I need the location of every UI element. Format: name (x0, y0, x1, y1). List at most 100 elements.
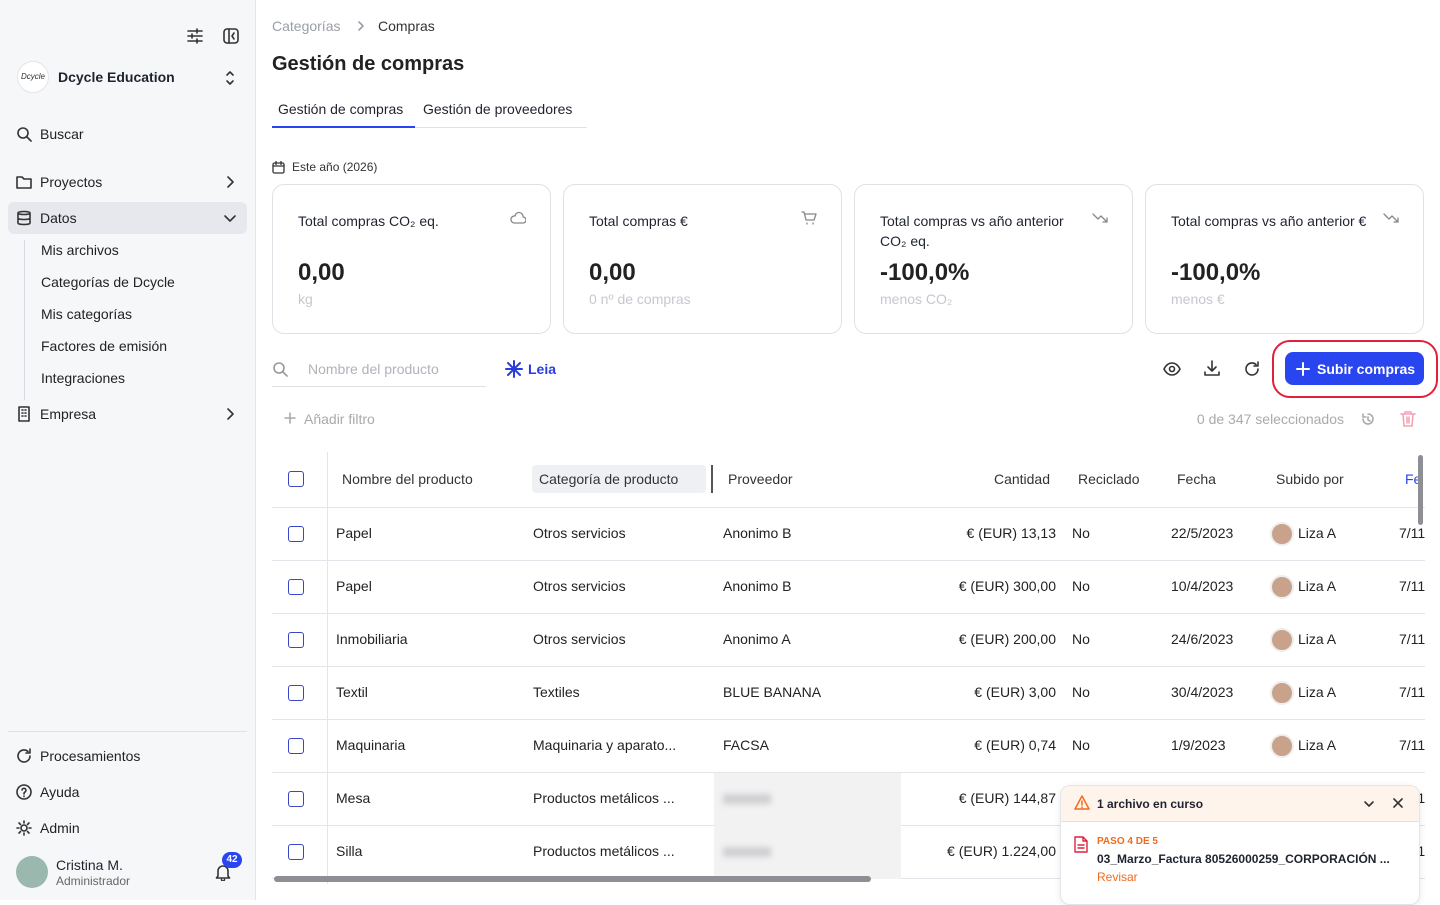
table-cell: 7/11 (1399, 737, 1425, 753)
checkbox[interactable] (288, 526, 304, 542)
resize-handle (711, 465, 713, 493)
checkbox[interactable] (288, 632, 304, 648)
kpi-value: 0,00 (298, 259, 345, 286)
brand-name[interactable]: Dcycle Education (58, 69, 175, 85)
search-link[interactable]: Buscar (40, 126, 84, 142)
table-cell: BLUE BANANA (723, 684, 822, 700)
table-cell: No (1072, 737, 1090, 753)
download-icon[interactable] (1204, 360, 1220, 377)
table-cell: Productos metálicos ... (533, 790, 675, 806)
nav-subitem[interactable]: Factores de emisión (41, 338, 168, 354)
kpi-title: Total compras vs año anterior € (1171, 213, 1367, 229)
nav-icon (16, 784, 32, 800)
nav-subitem[interactable]: Mis categorías (41, 306, 133, 322)
kpi-icon (1383, 213, 1399, 223)
search-input[interactable]: Nombre del producto (308, 361, 439, 377)
kpi-sub: 0 nº de compras (589, 291, 691, 307)
uploader-avatar (1270, 522, 1294, 546)
table-cell: 7/11 (1399, 684, 1425, 700)
calendar-icon (272, 161, 285, 174)
h-scrollbar[interactable] (274, 876, 871, 882)
column-header[interactable]: Cantidad (993, 471, 1050, 487)
row-border (272, 719, 1425, 720)
breadcrumb-item[interactable]: Categorías (272, 18, 341, 34)
nav-icon (17, 748, 31, 763)
chevron-icon[interactable] (1363, 799, 1375, 809)
column-header[interactable]: Fecha (1177, 471, 1216, 487)
nav-item[interactable]: Datos (40, 210, 77, 226)
checkbox[interactable] (288, 738, 304, 754)
upload-label[interactable]: Subir compras (1317, 361, 1416, 377)
row-border (272, 772, 1425, 773)
table-cell: € (EUR) 13,13 (966, 525, 1056, 541)
kpi-title: Total compras vs año anterior CO₂ eq. (880, 213, 1064, 249)
nav-subitem[interactable]: Integraciones (41, 370, 126, 386)
nav-active-bg (8, 202, 247, 234)
nav-item[interactable]: Admin (40, 820, 80, 836)
view-icon[interactable] (1163, 361, 1181, 377)
nav-icon (18, 406, 30, 422)
checkbox[interactable] (288, 685, 304, 701)
nav-subitem[interactable]: Mis archivos (41, 242, 119, 258)
leia-button[interactable]: Leia (528, 361, 557, 377)
nav-item[interactable]: Procesamientos (40, 748, 141, 764)
column-header[interactable]: Subido por (1276, 471, 1344, 487)
uploader-avatar (1270, 628, 1294, 652)
nav-subitem[interactable]: Categorías de Dcycle (41, 274, 175, 290)
user-role: Administrador (56, 874, 131, 888)
column-header[interactable]: Categoría de producto (539, 471, 679, 487)
checkbox[interactable] (288, 579, 304, 595)
table-cell: Liza A (1298, 525, 1337, 541)
switch-icon[interactable] (224, 70, 236, 86)
kpi-card: Total compras vs año anterior € -100,0% me… (1145, 184, 1424, 334)
uploader-avatar (1270, 575, 1294, 599)
breadcrumb-item: Compras (378, 18, 435, 34)
toast-action[interactable]: Revisar (1097, 870, 1138, 884)
column-divider (327, 452, 328, 884)
period-filter[interactable]: Este año (2026) (292, 160, 378, 174)
table-cell: Productos metálicos ... (533, 843, 675, 859)
table-cell: Mesa (336, 790, 371, 806)
table-cell: 7/11 (1399, 631, 1425, 647)
tree-line (24, 240, 25, 400)
table-cell: € (EUR) 300,00 (958, 578, 1056, 594)
checkbox[interactable] (288, 471, 304, 487)
table-cell: Silla (336, 843, 363, 859)
table-cell: Liza A (1298, 631, 1337, 647)
tab[interactable]: Gestión de compras (278, 101, 404, 117)
checkbox[interactable] (288, 791, 304, 807)
column-header[interactable]: Fe (1405, 471, 1422, 487)
table-cell: 10/4/2023 (1171, 578, 1234, 594)
collapse-icon[interactable] (223, 28, 239, 44)
header-border (272, 507, 1425, 508)
table-cell: Anonimo B (723, 525, 792, 541)
restore-icon[interactable] (1360, 411, 1376, 427)
row-border (272, 666, 1425, 667)
table-cell: Anonimo B (723, 578, 792, 594)
search-icon (273, 362, 288, 377)
refresh-icon[interactable] (1244, 361, 1260, 377)
close-icon[interactable] (1392, 797, 1404, 809)
table-cell: 7/11 (1399, 578, 1425, 594)
nav-icon (16, 820, 32, 836)
nav-item[interactable]: Proyectos (40, 174, 103, 190)
delete-icon[interactable] (1400, 410, 1416, 427)
v-scrollbar[interactable] (1418, 455, 1423, 525)
user-avatar[interactable] (16, 856, 48, 888)
checkbox[interactable] (288, 844, 304, 860)
selected-count: 0 de 347 seleccionados (1196, 411, 1344, 427)
nav-item[interactable]: Ayuda (40, 784, 80, 800)
uploader-avatar (1270, 681, 1294, 705)
toast-step: PASO 4 DE 5 (1097, 836, 1158, 847)
nav-item[interactable]: Empresa (40, 406, 97, 422)
column-header[interactable]: Reciclado (1078, 471, 1140, 487)
tab[interactable]: Gestión de proveedores (423, 101, 573, 117)
settings-icon[interactable] (186, 28, 204, 44)
brand-logo: Dcycle (17, 61, 49, 93)
table-cell: No (1072, 684, 1090, 700)
add-filter[interactable]: Añadir filtro (304, 411, 375, 427)
kpi-sub: menos € (1171, 291, 1225, 307)
column-header[interactable]: Nombre del producto (342, 471, 473, 487)
search-underline (272, 386, 486, 387)
column-header[interactable]: Proveedor (728, 471, 793, 487)
